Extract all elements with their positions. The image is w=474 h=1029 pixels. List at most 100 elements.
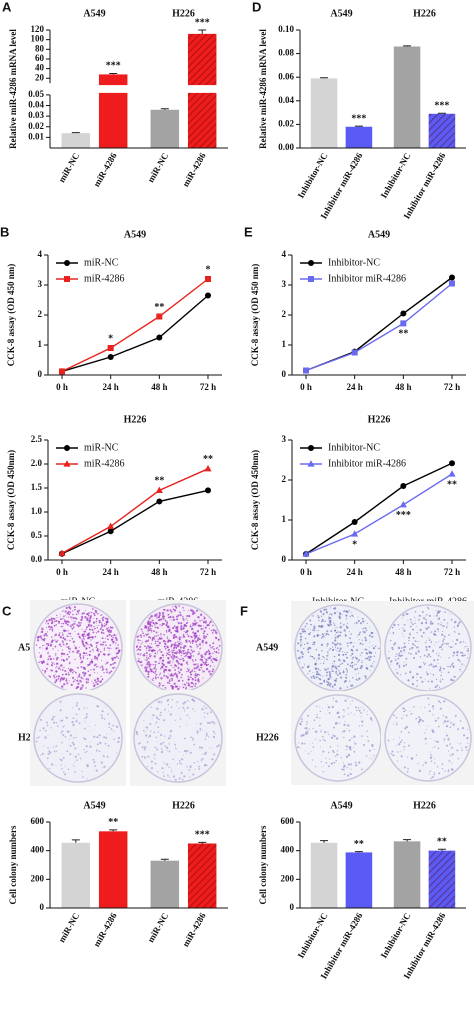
colony [148,629,151,632]
colony [441,633,444,636]
colony [199,638,201,641]
colony [173,666,175,668]
colony [162,771,164,774]
colony [171,673,173,675]
colony [339,687,342,690]
colony [204,626,207,629]
colony [182,686,185,689]
colony [104,617,107,620]
colony [140,664,143,667]
colony [329,623,332,626]
colony [337,715,341,719]
colony [426,655,429,658]
colony [181,759,184,761]
colony [408,652,410,654]
colony [151,638,154,641]
colony [150,629,153,632]
colony [433,633,436,636]
colony [172,646,176,650]
colony [185,652,189,655]
y-tick-label: 0 [282,554,287,564]
colony [50,664,54,667]
colony [63,659,66,662]
colony [45,667,48,670]
colony [171,698,174,701]
colony [206,624,209,627]
y-tick-label: 1.5 [31,482,43,492]
colony [114,636,116,638]
x-tick-label: miR-NC [56,911,81,944]
colony [186,615,189,617]
colony [40,660,43,663]
colony [340,623,342,625]
colony [99,650,102,653]
colony [72,707,74,709]
colony [210,629,213,632]
colony [50,627,51,629]
legend-label: Inhibitor-NC [328,442,380,453]
y-tick-label: 0.00 [278,142,294,152]
colony [432,747,434,749]
colony [370,665,373,668]
colony [190,624,192,626]
colony [422,713,424,715]
colony [205,642,207,644]
colony [197,680,200,683]
colony [326,681,329,684]
annotation: *** [434,100,449,111]
colony [117,740,120,743]
bar [150,860,180,908]
colony [82,678,84,680]
colony [143,748,146,751]
colony [187,699,189,702]
colony [100,631,103,633]
colony [203,625,205,627]
error-bar [437,112,446,114]
colony [52,746,55,748]
colony [46,647,49,650]
colony [338,617,340,620]
colony [141,746,144,749]
colony [311,643,314,646]
axis-break-gap [49,85,229,93]
colony [209,711,212,714]
colony [83,707,86,709]
colony [71,676,75,680]
colony [430,760,433,763]
colony [101,644,103,646]
colony [78,681,80,683]
colony [112,662,115,665]
colony [59,668,61,670]
colony [201,619,203,621]
colony [65,678,68,680]
colony [191,670,193,673]
colony [172,636,176,640]
colony [325,632,328,636]
colony [182,627,185,629]
colony [393,721,395,723]
colony [301,666,304,669]
colony [423,732,425,734]
colony [154,660,157,663]
colony [46,626,48,629]
colony [345,673,348,676]
colony [401,633,403,635]
colony [138,658,140,660]
colony [78,673,81,676]
colony [307,628,309,630]
colony [203,630,206,633]
colony [335,670,338,673]
colony [325,611,329,614]
colony [62,667,64,669]
x-tick-label: miR-NC [145,151,170,184]
colony [440,678,441,680]
colony [297,746,300,749]
colony [60,618,62,621]
colony [454,716,456,718]
colony [110,670,113,673]
colony [42,647,44,649]
colony [158,684,161,687]
colony [328,671,331,673]
colony [164,687,166,689]
colony [62,622,65,625]
